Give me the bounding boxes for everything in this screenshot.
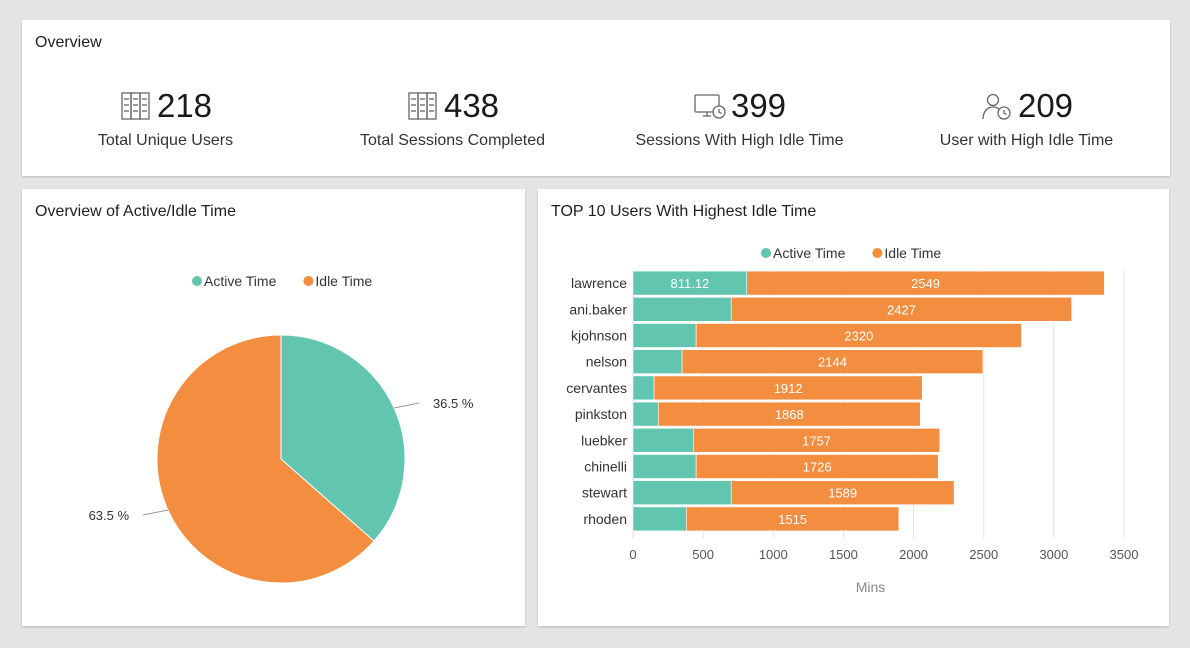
bar-idle-time[interactable] <box>695 454 939 479</box>
bar-idle-time[interactable] <box>746 270 1105 296</box>
legend-label[interactable]: Active Time <box>773 245 846 261</box>
top-users-bar-card: TOP 10 Users With Highest Idle Time Acti… <box>538 189 1169 626</box>
legend-marker[interactable] <box>872 248 883 258</box>
y-tick-label: rhoden <box>583 511 627 527</box>
y-tick-label: stewart <box>582 485 627 501</box>
x-tick-label: 2000 <box>899 547 928 562</box>
x-tick-label: 3000 <box>1039 547 1068 562</box>
kpi-sessions-high-idle: 399 Sessions With High Idle Time <box>596 86 883 150</box>
server-rack-icon <box>408 92 437 120</box>
pie-data-label: 36.5 % <box>433 396 474 411</box>
kpi-label: Total Sessions Completed <box>360 132 545 149</box>
legend-label[interactable]: Active Time <box>204 273 277 289</box>
monitor-clock-icon <box>694 94 726 119</box>
bar-idle-time[interactable] <box>730 480 955 506</box>
y-tick-label: ani.baker <box>569 301 627 317</box>
legend-label[interactable]: Idle Time <box>315 273 372 289</box>
bar-active-time[interactable] <box>632 401 659 427</box>
x-tick-label: 500 <box>692 547 714 562</box>
bar-data-label: 1912 <box>774 381 803 396</box>
pie-label-connector <box>142 509 169 516</box>
bar-idle-time[interactable] <box>695 323 1022 348</box>
pie-slice-idle-time[interactable] <box>156 334 375 584</box>
pie-chart-title: Overview of Active/Idle Time <box>35 203 236 220</box>
kpi-label: User with High Idle Time <box>939 132 1114 149</box>
bar-active-time[interactable] <box>632 506 687 532</box>
kpi-users-high-idle: 209 User with High Idle Time <box>883 86 1170 150</box>
bar-data-label: 1515 <box>778 512 807 527</box>
x-tick-label: 0 <box>629 547 636 562</box>
bar-active-time[interactable] <box>632 428 694 453</box>
bar-chart: Active Time Idle Time 0 500 1000 1500 2000 2500… <box>566 245 1139 595</box>
bar-data-label: 1757 <box>802 433 831 448</box>
y-tick-label: cervantes <box>566 380 627 396</box>
x-tick-label: 3500 <box>1110 547 1139 562</box>
kpi-value: 438 <box>443 87 500 124</box>
kpi-value: 209 <box>1017 87 1074 124</box>
y-tick-label: nelson <box>586 354 627 370</box>
x-tick-label: 1000 <box>759 547 788 562</box>
y-tick-label: chinelli <box>584 459 627 475</box>
y-tick-label: pinkston <box>575 406 627 422</box>
overview-card: Overview 218 Total Unique Users <box>22 20 1170 176</box>
kpi-label: Total Unique Users <box>97 132 234 149</box>
kpi-total-unique-users: 218 Total Unique Users <box>22 86 309 150</box>
kpi-value: 399 <box>730 87 787 124</box>
overview-title: Overview <box>35 34 102 51</box>
bar-active-time[interactable] <box>632 480 732 506</box>
kpi-value: 218 <box>156 87 213 124</box>
server-rack-icon <box>121 92 150 120</box>
bar-active-time[interactable] <box>632 454 697 479</box>
bar-active-time[interactable] <box>632 375 655 401</box>
bar-idle-time[interactable] <box>681 349 984 374</box>
bar-idle-time[interactable] <box>686 506 900 532</box>
bar-data-label: 2320 <box>844 329 873 344</box>
bar-chart-title: TOP 10 Users With Highest Idle Time <box>551 203 817 220</box>
y-tick-label: lawrence <box>571 275 627 291</box>
pie-chart: Active Time Idle Time 36.5 % 63.5 % <box>89 273 474 584</box>
bar-idle-time[interactable] <box>657 401 921 427</box>
bar-active-time[interactable] <box>632 323 697 348</box>
x-tick-label: 1500 <box>829 547 858 562</box>
user-clock-icon <box>982 93 1011 120</box>
bar-data-label: 2427 <box>887 302 916 317</box>
bar-data-label: 811.12 <box>670 276 709 291</box>
bar-data-label: 1726 <box>803 460 832 475</box>
x-axis-label: Mins <box>856 579 886 595</box>
kpi-label: Sessions With High Idle Time <box>635 132 844 149</box>
bar-data-label: 1868 <box>775 407 804 422</box>
legend-marker[interactable] <box>192 276 202 286</box>
legend-marker[interactable] <box>303 276 314 286</box>
bar-active-time[interactable] <box>632 297 732 322</box>
x-tick-label: 2500 <box>969 547 998 562</box>
y-tick-label: luebker <box>581 432 627 448</box>
bar-idle-time[interactable] <box>730 297 1072 322</box>
bar-active-time[interactable] <box>632 270 748 296</box>
pie-slice-active-time[interactable] <box>280 334 406 542</box>
active-idle-pie-card: Overview of Active/Idle Time Active Time… <box>22 189 525 626</box>
pie-data-label: 63.5 % <box>89 508 130 523</box>
kpi-total-sessions-completed: 438 Total Sessions Completed <box>309 86 596 150</box>
legend-marker[interactable] <box>761 248 771 258</box>
pie-label-connector <box>393 402 420 409</box>
bar-active-time[interactable] <box>632 349 683 374</box>
bar-idle-time[interactable] <box>693 428 941 453</box>
y-tick-label: kjohnson <box>571 328 627 344</box>
legend-label[interactable]: Idle Time <box>884 245 941 261</box>
bar-data-label: 2549 <box>911 276 940 291</box>
bar-idle-time[interactable] <box>653 375 923 401</box>
bar-data-label: 1589 <box>828 486 857 501</box>
bar-data-label: 2144 <box>818 355 847 370</box>
